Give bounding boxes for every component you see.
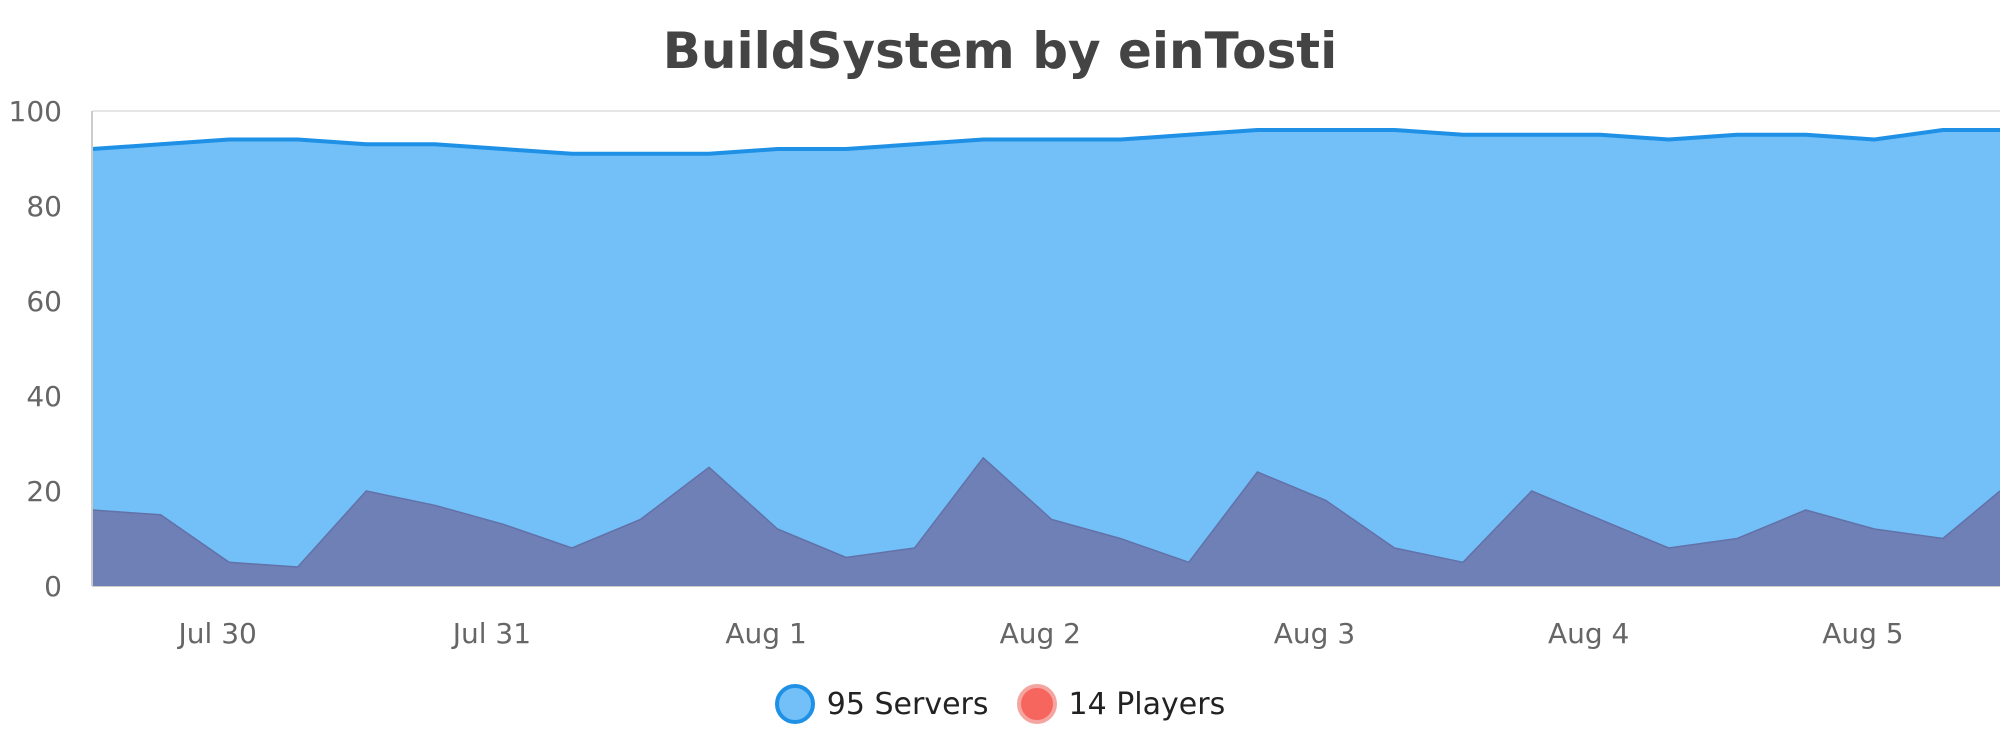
legend-swatch-players	[1016, 684, 1057, 724]
y-tick-label: 20	[26, 475, 62, 508]
legend-label-players: 14 Players	[1068, 686, 1226, 722]
legend-item-players[interactable]: 14 Players	[1016, 684, 1226, 724]
x-tick-label: Aug 3	[1274, 617, 1355, 650]
legend-label-servers: 95 Servers	[826, 686, 989, 722]
legend-swatch-servers	[774, 684, 815, 724]
line-players	[91, 457, 2000, 568]
x-tick-label: Aug 2	[1000, 617, 1081, 650]
chart-legend: 95 Servers 14 Players	[0, 684, 2000, 724]
legend-item-servers[interactable]: 95 Servers	[774, 684, 989, 724]
y-tick-label: 0	[44, 570, 62, 603]
x-tick-label: Aug 5	[1822, 617, 1903, 650]
y-tick-label: 40	[26, 380, 62, 413]
area-players	[92, 457, 2000, 586]
x-tick-label: Jul 30	[177, 617, 257, 650]
area-servers	[92, 130, 2000, 586]
x-tick-label: Jul 31	[451, 617, 531, 650]
y-tick-label: 80	[26, 190, 62, 223]
y-tick-label: 60	[26, 285, 62, 318]
x-tick-label: Aug 1	[725, 617, 806, 650]
line-servers	[91, 128, 2000, 156]
chart-title: BuildSystem by einTosti	[662, 22, 1338, 80]
x-tick-label: Aug 4	[1548, 617, 1629, 650]
y-tick-label: 100	[9, 95, 62, 128]
